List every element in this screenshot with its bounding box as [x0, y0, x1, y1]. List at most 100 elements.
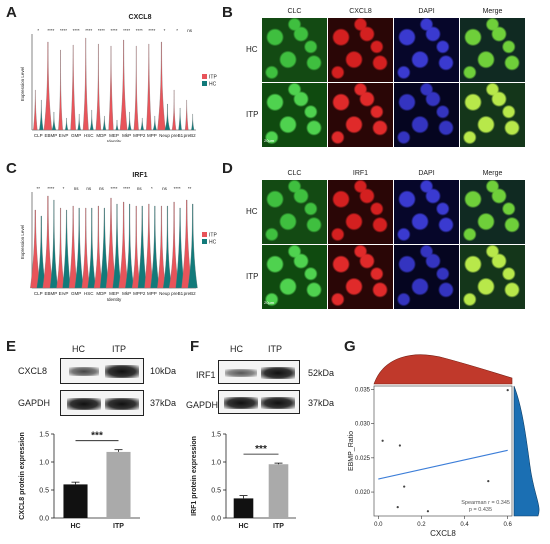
sig-label: ****: [47, 28, 54, 33]
legend-itp-swatch: [202, 232, 207, 237]
category-label: MDP: [96, 133, 106, 138]
violin-hc: [99, 207, 109, 289]
violin-itp: [119, 39, 128, 131]
category-label: MPP: [147, 133, 157, 138]
violin-hc: [127, 111, 132, 131]
category-label: MkP: [122, 133, 131, 138]
category-label: EBMP: [45, 291, 58, 296]
sig-label: ****: [136, 28, 143, 33]
scale-bar-label: 20μm: [264, 300, 275, 305]
y-tick-label: 0.5: [39, 488, 49, 495]
bar-chart-e: 0.0 0.5 1.0 1.5 CXCL8 protein expression HC IT…: [19, 431, 140, 530]
bar: [233, 498, 254, 518]
sig-label: ns: [99, 186, 105, 191]
sig-label: ****: [123, 28, 130, 33]
category-label: preB1: [171, 133, 184, 138]
row-label: HC: [246, 45, 258, 54]
category-label: HC: [70, 523, 80, 530]
sig-label: ****: [110, 28, 117, 33]
violin-hc: [77, 113, 81, 131]
y-tick-label: 1.5: [39, 432, 49, 439]
sig-label: **: [188, 186, 192, 191]
violin-itp: [30, 209, 41, 289]
legend-hc-swatch: [202, 81, 207, 86]
column-label: Merge: [482, 170, 503, 177]
panel-c-letter: C: [6, 160, 17, 177]
column-label: DAPI: [418, 170, 435, 177]
sig-label: ****: [73, 28, 80, 33]
wb-f-lane-hc: HC: [230, 344, 243, 354]
micrograph-tile: [394, 18, 459, 82]
violin-hc: [112, 203, 122, 289]
y-density-curve: [513, 385, 540, 517]
micrograph-tile: [262, 83, 327, 147]
sig-label: ****: [47, 186, 54, 191]
violin-hc: [62, 209, 71, 289]
violin-hc: [140, 117, 145, 131]
y-tick-label: 0.0: [211, 516, 221, 523]
violin-hc: [102, 115, 107, 131]
violin-itp: [146, 43, 152, 131]
wb-f-blot1: [218, 360, 300, 384]
sig-label: *: [37, 28, 39, 33]
panel-a-letter: A: [6, 4, 17, 21]
violin-plot-c: Expression Level ** CLP **** EBMP * ErvP ns GMP n…: [20, 186, 217, 302]
column-label: IRF1: [352, 170, 369, 177]
violin-hc: [89, 109, 94, 131]
violin-itp: [93, 205, 103, 289]
micrograph-tile: [262, 18, 327, 82]
panel-b-letter: B: [222, 4, 233, 21]
category-label: MEP: [109, 133, 119, 138]
wb-f-blot1-kda: 52kDa: [308, 368, 335, 378]
violin-hc: [49, 199, 59, 289]
sig-label: *: [151, 186, 153, 191]
scatter-point: [396, 506, 399, 509]
violin-itp: [171, 89, 177, 131]
micrograph-tile: [460, 245, 525, 309]
wb-e-blot1-kda: 10kDa: [150, 366, 177, 376]
scatter-point: [426, 510, 430, 513]
category-label: ITP: [113, 523, 124, 530]
violin-itp: [118, 201, 129, 289]
violin-hc: [87, 207, 97, 289]
violin-itp: [105, 197, 117, 289]
violin-hc: [175, 207, 185, 289]
sig-label: **: [37, 186, 41, 191]
category-label: preB2: [184, 133, 197, 138]
micrograph-tile: [328, 180, 393, 244]
wb-f-lane-itp: ITP: [268, 344, 283, 354]
category-label: MPP2: [133, 291, 146, 296]
violin-hc: [115, 119, 119, 131]
legend-itp-label: ITP: [209, 233, 217, 239]
category-label: MkP: [122, 291, 131, 296]
violin-itp: [81, 207, 90, 289]
violin-hc: [191, 113, 195, 131]
category-label: GMP: [71, 291, 81, 296]
violin-hc: [74, 207, 84, 289]
scatter-point: [506, 389, 509, 392]
sig-label: ns: [86, 186, 92, 191]
y-tick-label: 0.5: [211, 488, 221, 495]
panel-f-letter: F: [190, 338, 200, 355]
y-tick-label: 0.0: [39, 516, 49, 523]
row-label: HC: [246, 207, 258, 216]
scale-bar-label: 20μm: [264, 138, 275, 143]
category-label: preB2: [184, 291, 197, 296]
panel-c-title: IRF1: [132, 172, 148, 179]
sig-label: ****: [123, 186, 130, 191]
row-label: ITP: [246, 272, 259, 281]
violin-itp: [181, 199, 193, 289]
y-tick-label: 1.0: [39, 460, 49, 467]
column-label: Merge: [482, 8, 503, 15]
x-tick-label: 0.6: [504, 522, 513, 528]
wb-f-blot2-kda: 37kDa: [308, 398, 335, 408]
sig-label: ns: [162, 186, 168, 191]
violin-hc: [39, 99, 44, 131]
category-label: Neup: [159, 291, 170, 296]
micrograph-tile: [262, 245, 327, 309]
legend-hc-label: HC: [209, 240, 217, 246]
micrograph-tile: [328, 18, 393, 82]
column-label: DAPI: [418, 8, 435, 15]
regression-line: [378, 449, 508, 480]
sig-label: ns: [187, 28, 193, 33]
